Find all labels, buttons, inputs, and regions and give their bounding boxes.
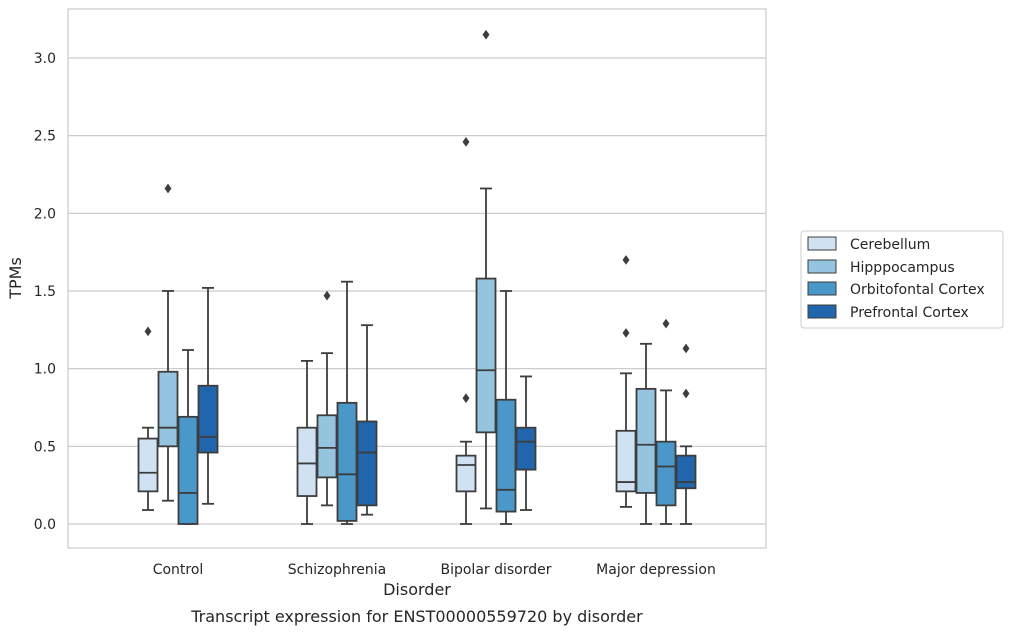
box-iqr [296,426,318,497]
x-tick-label: Schizophrenia [288,562,386,578]
box-series-group [137,29,697,525]
box-group [296,359,318,525]
plot-frame [67,8,767,549]
box-iqr [197,384,219,454]
box-group [635,342,657,525]
box-group [197,286,219,505]
outlier-point [462,393,470,404]
x-tick-label: Bipolar disorder [440,562,551,578]
legend-label: Prefrontal Cortex [850,305,969,321]
box-group [675,343,697,525]
x-axis-label: Disorder [383,580,451,599]
box-iqr [635,387,657,494]
legend-swatch [807,259,837,274]
box-iqr [475,277,497,434]
box-group [655,318,677,525]
box-iqr [615,429,637,493]
outlier-point [462,136,470,147]
x-tick-label: Major depression [596,562,716,578]
box-iqr [675,454,697,490]
y-tick-label: 0.0 [34,517,56,533]
y-tick-label: 3.0 [34,51,56,67]
box-group [137,326,159,511]
legend: Cerebellum Hipppocampus Orbitofontal Corte… [800,230,1004,329]
y-tick-label: 2.0 [34,206,56,222]
y-tick-label: 1.5 [34,284,56,300]
y-tick-label: 0.5 [34,439,56,455]
box-iqr [316,414,338,479]
chart-caption: Transcript expression for ENST0000055972… [190,607,643,626]
box-iqr [336,401,358,522]
legend-swatch [807,236,837,251]
legend-label: Orbitofontal Cortex [850,282,985,298]
box-group [515,375,537,511]
box-group [356,324,378,516]
box-group [316,290,338,507]
outlier-point [682,343,690,354]
box-group [455,136,477,525]
legend-frame [800,230,1004,329]
box-group [615,255,637,508]
x-tick-label: Control [153,562,204,578]
box-iqr [455,454,477,493]
y-axis-ticks: 0.0 0.5 1.0 1.5 2.0 2.5 3.0 [34,51,56,533]
y-tick-label: 1.0 [34,362,56,378]
outlier-point [622,328,630,338]
box-iqr [177,415,199,525]
legend-label: Hipppocampus [850,260,955,276]
legend-swatch [807,281,837,296]
outlier-point [323,290,331,301]
box-group [495,290,517,525]
outlier-point [622,255,630,265]
outlier-point [144,326,152,337]
box-iqr [137,437,159,493]
box-group [157,183,179,502]
y-tick-label: 2.5 [34,129,56,145]
x-axis-ticks: Control Schizophrenia Bipolar disorder Majo… [153,562,716,578]
outlier-point [482,29,490,40]
outlier-point [682,388,690,399]
box-iqr [655,440,677,507]
outlier-point [662,318,670,329]
box-iqr [157,370,179,448]
legend-swatch [807,304,837,319]
box-group [475,29,497,510]
box-group [177,349,199,525]
box-group [336,280,358,525]
y-axis-label: TPMs [6,257,25,300]
box-iqr [515,426,537,471]
outlier-point [164,183,172,194]
legend-label: Cerebellum [850,237,930,253]
box-iqr [356,420,378,507]
box-iqr [495,398,517,513]
